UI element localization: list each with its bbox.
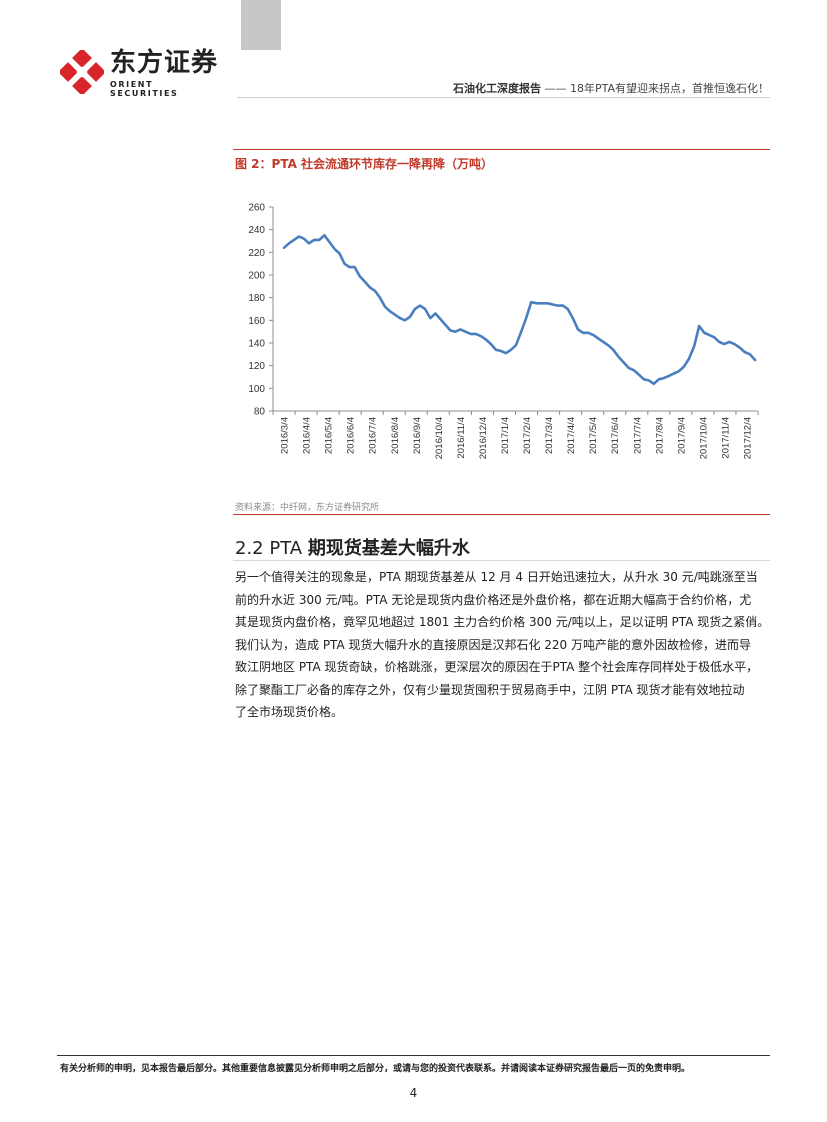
x-tick-label: 2017/6/4 [610, 417, 621, 454]
y-tick-label: 120 [248, 361, 265, 372]
figure-source: 资料来源：中纤网，东方证券研究所 [235, 503, 380, 513]
y-tick-label: 160 [248, 316, 265, 327]
x-tick-label: 2017/3/4 [544, 417, 555, 454]
y-tick-label: 200 [248, 271, 265, 282]
x-tick-label: 2016/11/4 [456, 417, 467, 459]
y-tick-label: 80 [254, 407, 266, 418]
x-tick-label: 2017/2/4 [522, 417, 533, 454]
body-paragraph: 另一个值得关注的现象是，PTA 期现货基差从 12 月 4 日开始迅速拉大，从升… [235, 566, 770, 724]
figure-title: 图 2：PTA 社会流通环节库存一降再降（万吨） [235, 157, 494, 171]
body-line: 了全市场现货价格。 [235, 705, 344, 719]
x-tick-label: 2016/3/4 [280, 417, 291, 454]
x-tick-label: 2016/8/4 [390, 417, 401, 454]
header-decor-block [241, 0, 281, 50]
figure-bottom-rule [233, 514, 770, 515]
page-number: 4 [409, 1086, 418, 1100]
x-tick-label: 2016/7/4 [368, 417, 379, 454]
body-line: 其是现货内盘价格，竟罕见地超过 1801 主力合约价格 300 元/吨以上，足以… [235, 615, 770, 629]
footer-divider [57, 1055, 770, 1056]
x-tick-label: 2017/1/4 [500, 417, 511, 454]
x-tick-label: 2017/11/4 [720, 417, 731, 459]
body-line: 前的升水近 300 元/吨。PTA 无论是现货内盘价格还是外盘价格，都在近期大幅… [235, 592, 752, 607]
x-tick-label: 2017/5/4 [588, 417, 599, 454]
report-subtitle: —— 18年PTA有望迎来拐点，首推恒逸石化！ [544, 82, 769, 95]
footer-disclaimer: 有关分析师的申明，见本报告最后部分。其他重要信息披露见分析师申明之后部分，或请与… [60, 1064, 691, 1074]
y-tick-label: 140 [248, 339, 265, 350]
x-tick-label: 2016/5/4 [324, 417, 335, 454]
series-line-inventory [282, 233, 757, 386]
y-tick-label: 180 [248, 293, 265, 304]
section-divider [233, 560, 770, 561]
body-line: 除了聚酯工厂必备的库存之外，仅有少量现货囤积于贸易商手中，江阴 PTA 现货才能… [235, 682, 745, 697]
body-line: 另一个值得关注的现象是，PTA 期现货基差从 12 月 4 日开始迅速拉大，从升… [235, 570, 758, 584]
y-tick-label: 220 [248, 248, 265, 259]
x-tick-label: 2017/4/4 [566, 417, 577, 454]
x-tick-label: 2017/8/4 [654, 417, 665, 454]
x-tick-label: 2017/7/4 [632, 417, 643, 454]
report-header: 石油化工深度报告 —— 18年PTA有望迎来拐点，首推恒逸石化！ [453, 80, 769, 96]
body-line: 我们认为，造成 PTA 现货大幅升水的直接原因是汉邦石化 220 万吨产能的意外… [235, 637, 752, 652]
x-tick-label: 2016/10/4 [434, 417, 445, 459]
section-title: 期现货基差大幅升水 [307, 538, 470, 559]
x-tick-label: 2017/9/4 [676, 417, 687, 454]
section-heading: 2.2 PTA 期现货基差大幅升水 [235, 534, 470, 560]
y-tick-label: 240 [248, 225, 265, 236]
report-type: 石油化工深度报告 [452, 82, 541, 95]
logo-text-en: ORIENT SECURITIES [110, 80, 179, 98]
x-tick-label: 2016/9/4 [412, 417, 423, 454]
logo-text-cn: 东方证券 [110, 48, 219, 78]
section-number: 2.2 PTA [235, 538, 308, 559]
logo-mark-icon [60, 50, 104, 94]
x-tick-label: 2016/12/4 [478, 417, 489, 459]
company-logo: 东方证券 ORIENT SECURITIES [60, 48, 220, 98]
y-tick-label: 260 [248, 203, 265, 214]
y-tick-label: 100 [248, 384, 265, 395]
header-divider [237, 97, 770, 98]
figure-top-rule [233, 149, 770, 150]
inventory-line-chart: 80 100 120 140 160 180 200 220 240 260 2016/3/4 201… [248, 203, 759, 459]
x-tick-label: 2017/10/4 [698, 417, 709, 459]
x-tick-label: 2016/6/4 [346, 417, 357, 454]
x-tick-label: 2016/4/4 [302, 417, 313, 454]
x-tick-label: 2017/12/4 [742, 417, 753, 459]
body-line: 致江阴地区 PTA 现货奇缺，价格跳涨，更深层次的原因在于PTA 整个社会库存同… [235, 660, 759, 674]
